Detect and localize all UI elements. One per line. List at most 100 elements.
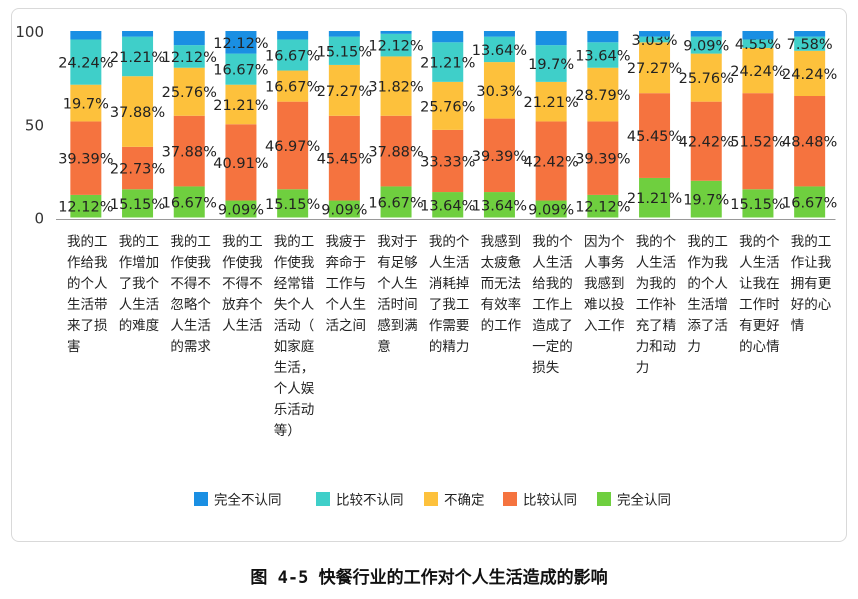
bar-segment [690,53,722,102]
bar-segment [535,31,567,46]
bar-segment [742,93,774,190]
bar-segment [432,31,464,43]
bar-segment [277,101,309,190]
x-tick-label: 的精力 [429,339,470,355]
bar-segment [535,121,567,201]
x-tick-label: 难以投 [584,297,625,313]
x-tick-label: 作使我 [274,254,315,271]
bar-segment [483,192,515,218]
legend-label: 完全不认同 [214,492,282,509]
x-tick-label: 作给我 [67,255,108,271]
bar-segment [173,115,205,187]
data-label: 16.67% [368,195,423,211]
bar-segment [535,81,567,122]
data-label: 13.64% [420,198,475,214]
data-label: 16.67% [265,49,320,65]
legend-swatch [194,492,208,506]
data-label: 45.45% [317,152,372,168]
bar-segment [587,67,619,122]
x-tick-label: 而无法 [481,276,521,292]
bar-segment [794,95,826,187]
data-label: 25.76% [420,99,475,115]
data-label: 19.7% [63,97,109,113]
x-tick-label: 如家庭 [274,338,315,355]
x-tick-label: 我的工 [67,234,108,250]
data-label: 51.52% [730,135,785,151]
data-label: 12.12% [213,36,268,52]
x-tick-label: 等） [274,422,301,439]
bar-segment [483,31,515,37]
data-label: 21.21% [213,98,268,114]
x-tick-label: 人生活 [119,297,160,313]
x-tick-label: 工作时 [739,297,780,313]
x-tick-label: 生活， [274,360,315,376]
x-tick-label: 奔命于 [326,254,367,271]
stacked-bar-chart: 0 50 100 12.12% 39.39% 19.7% 24.24% 我的工作给我的个人生活… [15,23,837,509]
bar-segment [587,42,619,68]
x-tick-label: 生活带 [67,297,108,313]
x-tick-label: 情 [791,318,805,334]
x-tick-label: 工作上 [532,297,573,313]
bar-segment [639,31,671,37]
x-tick-label: 个人娱 [274,381,315,397]
bar-segment [432,81,464,130]
bar-segment [173,30,205,46]
bar-segment [690,180,722,218]
bar-segment [535,45,567,82]
bar-segment [535,200,567,218]
legend-label: 完全认同 [617,492,671,509]
data-label: 45.45% [627,129,682,145]
x-tick-label: 拥有更 [791,276,832,292]
bar-segment [483,36,515,63]
x-tick-label: 作增加 [119,255,160,271]
data-label: 19.7% [683,193,729,209]
x-tick-label: 的个人 [687,276,728,292]
data-label: 28.79% [575,88,630,104]
data-label: 37.88% [110,105,165,121]
bar-segment [122,31,154,37]
x-tick-label: 了我工 [429,297,470,313]
data-label: 46.97% [265,139,320,155]
data-label: 16.67% [782,195,837,211]
x-tick-label: 失个人 [274,297,315,313]
data-label: 15.15% [265,197,320,213]
bar-segment [380,186,412,218]
bar-segment [277,189,309,218]
y-tick-label: 100 [15,23,44,41]
data-label: 24.24% [58,56,113,72]
x-tick-label: 人生活 [532,255,573,271]
bar-segment [587,194,619,218]
x-tick-label: 我的个 [532,234,573,250]
data-label: 21.21% [110,50,165,66]
x-tick-label: 忽略个 [170,297,211,313]
legend-label: 比较认同 [523,493,577,509]
data-label: 42.42% [679,135,734,151]
data-label: 39.39% [58,152,113,168]
x-tick-label: 我感到 [584,275,625,292]
legend-label: 比较不认同 [336,493,404,509]
bar-segment [380,30,412,34]
x-tick-label: 因为个 [584,234,625,250]
x-tick-label: 不得不 [222,275,263,292]
bar-segment [122,36,154,77]
bar-segment [225,31,257,54]
data-label: 24.24% [782,67,837,83]
data-label: 21.21% [420,56,475,72]
bar-segment [70,31,102,40]
x-tick-label: 害 [67,339,81,355]
bar-segment [587,121,619,195]
bar-segment [639,36,671,43]
data-label: 40.91% [213,156,268,172]
bar-segment [328,64,360,116]
bar-segment [639,177,671,218]
bar-segment [328,115,360,201]
x-tick-label: 放弃个 [222,297,263,313]
data-label: 31.82% [368,80,423,96]
x-tick-label: 工作与 [326,276,367,292]
bar-segment [639,93,671,178]
data-label: 9.09% [528,203,574,219]
bar-segment [794,186,826,218]
bar-segment [277,70,309,102]
bar-segment [742,189,774,218]
x-tick-label: 个人生 [377,276,418,292]
